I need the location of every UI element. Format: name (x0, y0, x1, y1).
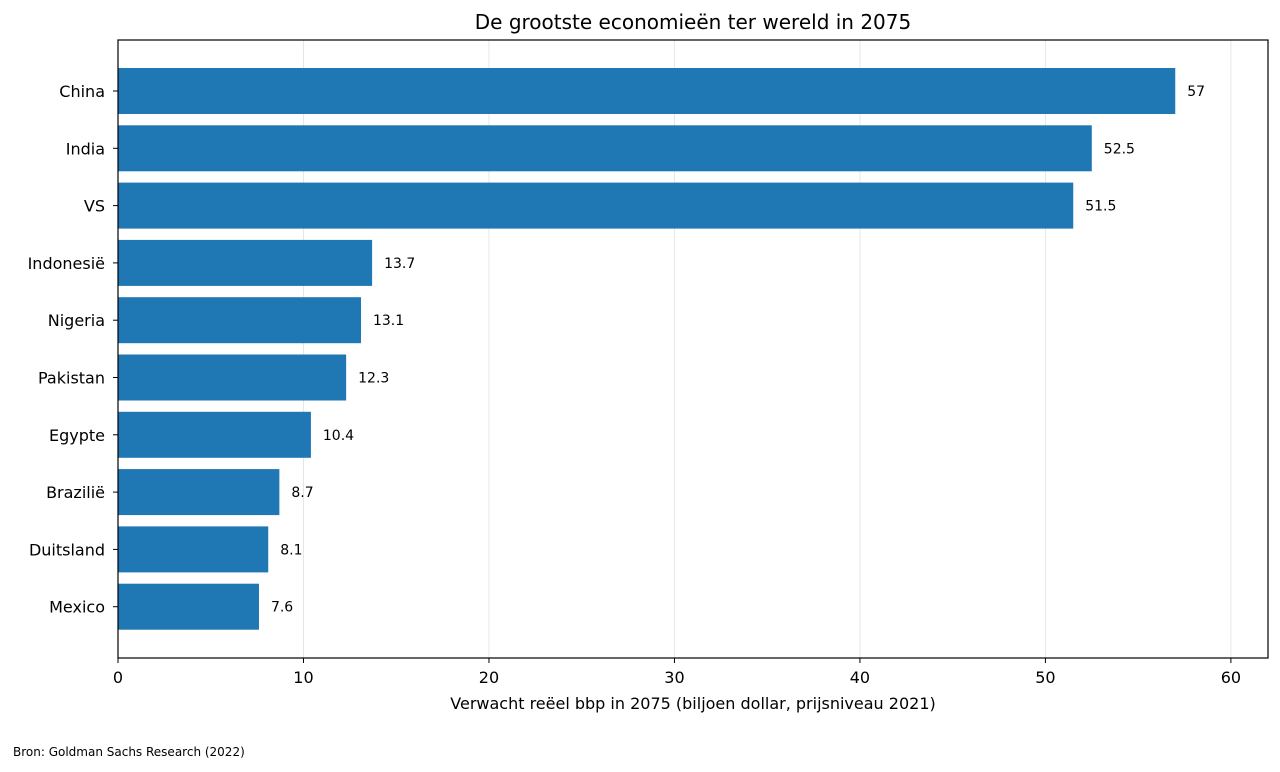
y-tick-label-0: China (59, 82, 105, 101)
y-tick-label-6: Egypte (49, 426, 105, 445)
source-note: Bron: Goldman Sachs Research (2022) (13, 745, 245, 759)
value-label-3: 13.7 (384, 256, 415, 272)
x-tick-label-1: 10 (293, 668, 313, 687)
value-label-9: 7.6 (271, 600, 293, 616)
plot-frame (117, 39, 1269, 659)
y-axis-ticks: China India VS Indonesië Nigeria Pakistan Egyp… (28, 82, 118, 617)
x-axis-ticks: 0 10 20 30 40 50 60 (113, 658, 1241, 687)
value-label-1: 52.5 (1104, 141, 1135, 157)
bar-8 (118, 526, 269, 573)
bar-3 (118, 239, 373, 286)
x-tick-label-0: 0 (113, 668, 123, 687)
value-label-8: 8.1 (280, 542, 302, 558)
y-tick-label-4: Nigeria (48, 311, 105, 330)
bar-1 (118, 125, 1092, 172)
y-tick-label-1: India (66, 139, 105, 158)
bar-0 (118, 68, 1176, 114)
bar-7 (118, 469, 280, 516)
y-tick-label-8: Duitsland (29, 540, 105, 559)
x-tick-label-6: 60 (1221, 668, 1241, 687)
chart-title: De grootste economieën ter wereld in 207… (475, 10, 911, 34)
bar-5 (118, 354, 347, 401)
value-label-4: 13.1 (373, 313, 404, 329)
x-tick-label-4: 40 (850, 668, 870, 687)
value-label-2: 51.5 (1085, 199, 1116, 215)
x-tick-label-3: 30 (664, 668, 684, 687)
y-tick-label-9: Mexico (49, 598, 105, 617)
y-tick-label-3: Indonesië (28, 254, 105, 273)
y-tick-label-2: VS (84, 197, 105, 216)
value-label-5: 12.3 (358, 371, 389, 387)
bar-6 (118, 411, 311, 458)
x-axis-label: Verwacht reëel bbp in 2075 (biljoen doll… (450, 694, 935, 713)
bars: 57 52.5 51.5 13.7 13.1 12.3 10.4 8.7 8.1 7.6 (118, 68, 1205, 630)
value-label-0: 57 (1187, 84, 1205, 100)
bar-2 (118, 182, 1074, 229)
bar-9 (118, 583, 259, 630)
y-tick-label-5: Pakistan (38, 369, 105, 388)
value-label-7: 8.7 (291, 485, 313, 501)
y-tick-label-7: Brazilië (46, 483, 105, 502)
bar-4 (118, 297, 361, 344)
value-label-6: 10.4 (323, 428, 354, 444)
x-tick-label-5: 50 (1035, 668, 1055, 687)
x-tick-label-2: 20 (479, 668, 499, 687)
